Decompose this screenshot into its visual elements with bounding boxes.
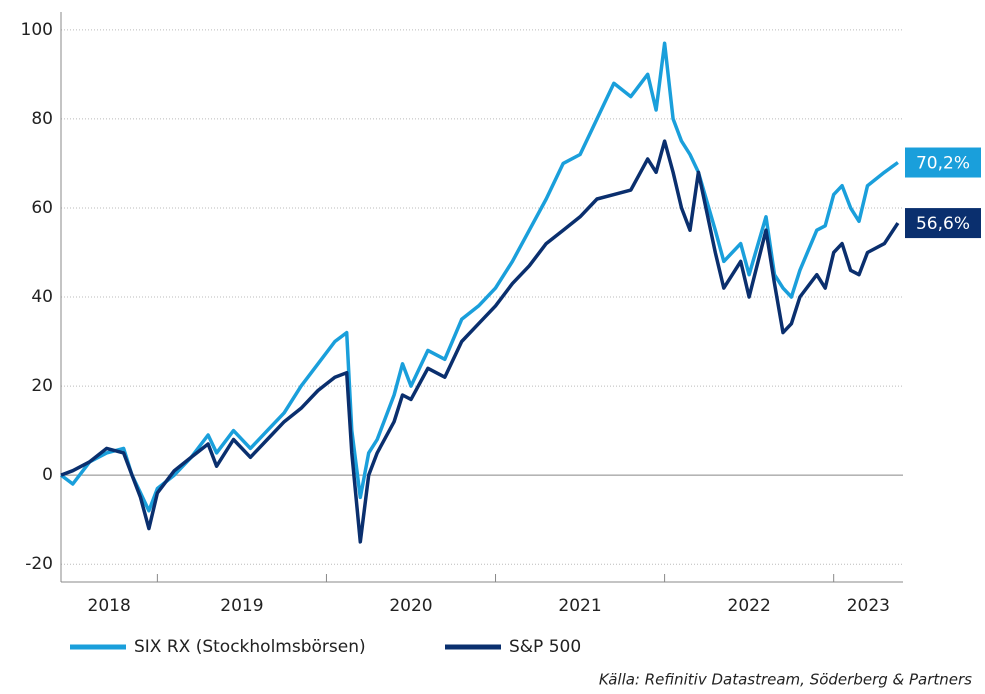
x-tick-label: 2021 <box>558 596 601 616</box>
source: Källa: Refinitiv Datastream, Söderberg &… <box>599 671 972 689</box>
x-tick-label: 2023 <box>847 596 890 616</box>
legend-label: S&P 500 <box>509 637 581 657</box>
series-line <box>59 41 899 513</box>
y-tick-label: 0 <box>42 465 53 485</box>
y-tick-label: 20 <box>31 376 53 396</box>
end-label-box <box>905 208 981 239</box>
y-tick-label: 40 <box>31 287 53 307</box>
y-tick-label: -20 <box>25 554 53 574</box>
x-tick-label: 2019 <box>220 596 263 616</box>
y-tick-label: 100 <box>21 20 53 40</box>
y-tick-label: 80 <box>31 109 53 129</box>
legend-label: SIX RX (Stockholmsbörsen) <box>134 637 366 657</box>
x-tick-label: 2020 <box>389 596 432 616</box>
x-tick-label: 2022 <box>728 596 771 616</box>
series-line <box>60 139 900 544</box>
x-tick-label: 2018 <box>88 596 131 616</box>
y-tick-label: 60 <box>31 198 53 218</box>
end-label-box <box>905 147 981 178</box>
end-label: 70,2% <box>916 154 970 174</box>
end-label: 56,6% <box>916 214 970 234</box>
